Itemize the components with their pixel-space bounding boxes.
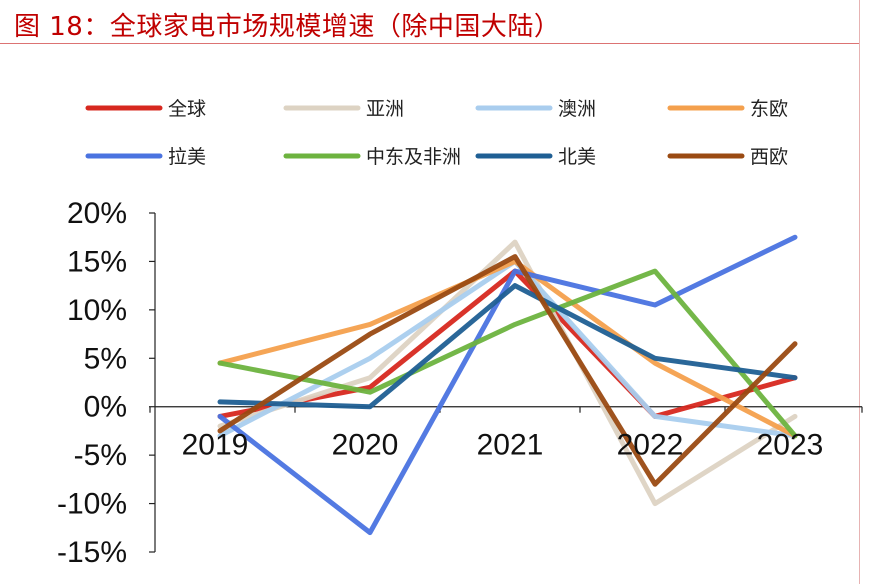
legend-label-1: 亚洲 [366, 98, 404, 120]
legend-label-0: 全球 [168, 98, 206, 120]
legend-label-2: 澳洲 [558, 98, 596, 120]
y-tick-label: 10% [67, 294, 127, 327]
series-line-6 [217, 283, 798, 410]
x-tick-label: 2021 [477, 429, 544, 462]
y-tick-label: -15% [57, 536, 127, 569]
legend-label-4: 拉美 [168, 146, 206, 168]
legend-label-5: 中东及非洲 [366, 146, 461, 168]
y-tick-label: 15% [67, 245, 127, 278]
series-line-7 [217, 254, 798, 487]
title-divider [0, 43, 860, 44]
series-line-5 [217, 268, 798, 439]
y-tick-label: 20% [67, 197, 127, 230]
y-tick-label: 0% [84, 391, 127, 424]
right-border [859, 0, 860, 584]
legend-label-6: 北美 [558, 146, 596, 168]
series-line-4 [217, 234, 798, 536]
x-tick-label: 2020 [332, 429, 399, 462]
x-tick-label: 2023 [757, 429, 824, 462]
x-tick-label: 2019 [182, 429, 249, 462]
y-tick-label: 5% [84, 342, 127, 375]
series-line-1 [217, 239, 798, 507]
y-tick-label: -5% [74, 439, 127, 472]
chart-title: 图 18：全球家电市场规模增速（除中国大陆） [14, 12, 561, 42]
series-line-3 [217, 258, 798, 439]
series-lines [217, 234, 798, 536]
legend-label-7: 西欧 [750, 146, 788, 168]
x-axis-ticks: 2019 2020 2021 2022 2023 [182, 429, 824, 462]
y-tick-label: -10% [57, 488, 127, 521]
y-axis-ticks: 20% 15% 10% 5% 0% -5% -10% -15% [57, 197, 155, 569]
legend-label-3: 东欧 [750, 98, 788, 120]
x-tick-label: 2022 [617, 429, 684, 462]
